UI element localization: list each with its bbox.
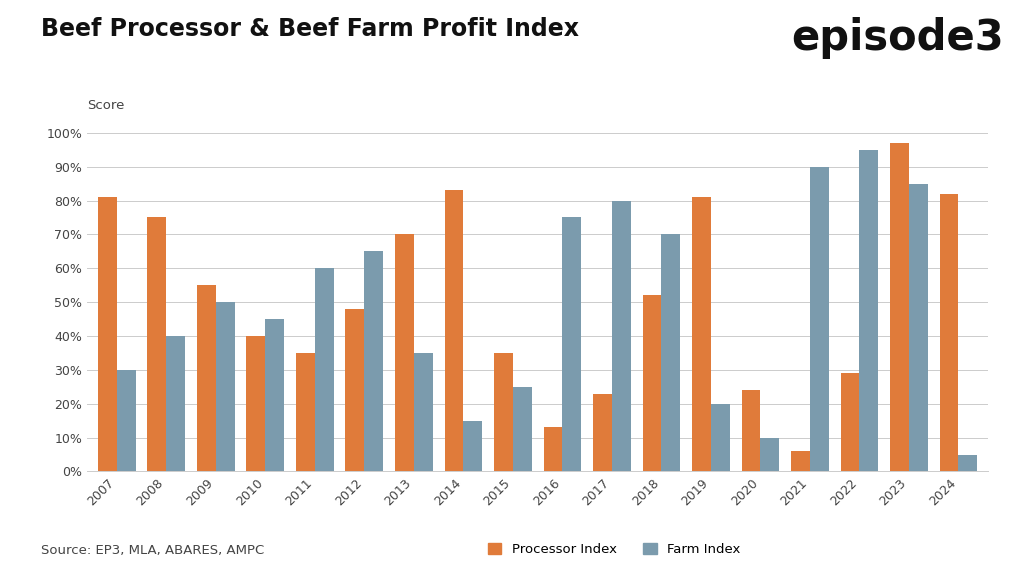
Bar bbox=[643, 295, 662, 471]
Bar bbox=[958, 454, 977, 471]
Bar bbox=[612, 201, 631, 471]
Bar bbox=[444, 190, 463, 471]
Bar bbox=[593, 394, 612, 471]
Bar bbox=[247, 336, 265, 471]
Bar bbox=[841, 373, 859, 471]
Bar bbox=[940, 194, 958, 471]
Bar bbox=[314, 268, 334, 471]
Bar bbox=[395, 235, 414, 471]
Bar bbox=[890, 143, 909, 471]
Bar bbox=[414, 353, 432, 471]
Bar bbox=[265, 319, 284, 471]
Bar bbox=[792, 451, 810, 471]
Bar bbox=[117, 370, 135, 471]
Bar bbox=[692, 197, 711, 471]
Bar bbox=[741, 390, 761, 471]
Bar bbox=[197, 285, 216, 471]
Text: Score: Score bbox=[87, 99, 124, 112]
Bar bbox=[147, 218, 166, 471]
Bar bbox=[859, 150, 879, 471]
Bar bbox=[365, 251, 383, 471]
Bar bbox=[810, 166, 828, 471]
Bar bbox=[513, 387, 531, 471]
Text: Beef Processor & Beef Farm Profit Index: Beef Processor & Beef Farm Profit Index bbox=[41, 17, 579, 41]
Bar bbox=[166, 336, 185, 471]
Bar bbox=[494, 353, 513, 471]
Bar bbox=[296, 353, 314, 471]
Bar bbox=[345, 309, 365, 471]
Bar bbox=[544, 428, 562, 471]
Text: Source: EP3, MLA, ABARES, AMPC: Source: EP3, MLA, ABARES, AMPC bbox=[41, 544, 264, 557]
Bar bbox=[562, 218, 582, 471]
Bar bbox=[463, 421, 482, 471]
Bar bbox=[711, 404, 730, 471]
Bar bbox=[216, 302, 234, 471]
Bar bbox=[909, 183, 928, 471]
Bar bbox=[98, 197, 117, 471]
Text: episode3: episode3 bbox=[791, 17, 1004, 59]
Legend: Processor Index, Farm Index: Processor Index, Farm Index bbox=[488, 542, 740, 556]
Bar bbox=[761, 437, 779, 471]
Bar bbox=[662, 235, 680, 471]
